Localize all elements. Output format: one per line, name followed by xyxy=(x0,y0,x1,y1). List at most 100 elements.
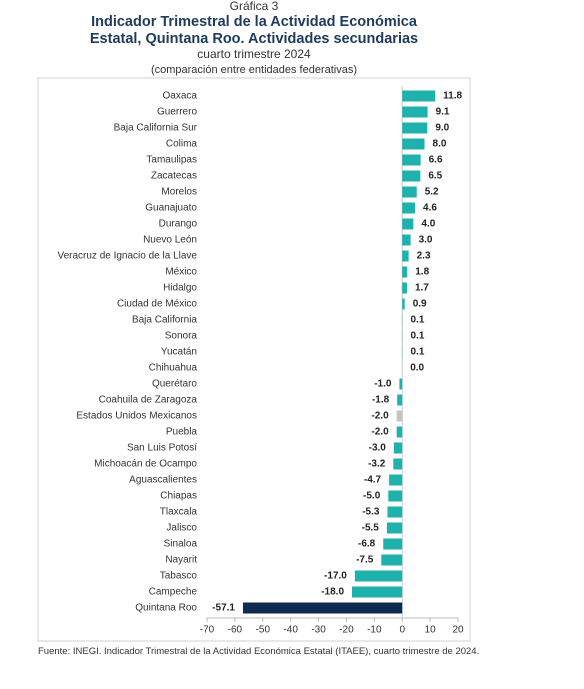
x-tick-label: -20 xyxy=(339,625,354,636)
y-tick-label: Durango xyxy=(159,219,198,230)
y-tick-label: Aguascalientes xyxy=(129,475,197,486)
bar xyxy=(387,506,403,518)
y-tick-label: Puebla xyxy=(166,427,198,438)
y-tick-label: Coahuila de Zaragoza xyxy=(99,395,198,406)
bar xyxy=(354,570,403,582)
value-label: 4.6 xyxy=(423,203,437,214)
value-label: 11.8 xyxy=(443,91,462,102)
value-label: 0.0 xyxy=(410,363,424,374)
y-tick-label: Tabasco xyxy=(160,571,198,582)
value-label: 0.9 xyxy=(413,299,427,310)
x-tick-label: -40 xyxy=(283,625,298,636)
y-tick-label: Sinaloa xyxy=(164,539,198,550)
value-label: 0.1 xyxy=(411,315,425,326)
x-tick-label: -60 xyxy=(228,625,243,636)
y-tick-label: Baja California xyxy=(132,315,197,326)
bar xyxy=(396,410,403,422)
y-tick-label: Estados Unidos Mexicanos xyxy=(76,411,197,422)
bar xyxy=(381,554,403,566)
y-tick-label: Baja California Sur xyxy=(114,123,198,134)
bar xyxy=(402,282,407,294)
y-tick-label: Yucatán xyxy=(161,347,197,358)
x-tick-label: 0 xyxy=(399,625,405,636)
y-tick-label: Sonora xyxy=(165,331,198,342)
x-tick-label: 20 xyxy=(452,625,464,636)
value-label: -1.0 xyxy=(374,379,392,390)
value-label: 3.0 xyxy=(419,235,433,246)
value-label: 2.3 xyxy=(417,251,431,262)
value-label: -5.5 xyxy=(362,523,380,534)
value-label: -2.0 xyxy=(371,427,389,438)
value-label: 6.5 xyxy=(428,171,442,182)
bar xyxy=(242,602,403,614)
bar xyxy=(352,586,403,598)
y-tick-label: Chihuahua xyxy=(149,363,198,374)
chart-title: Estatal, Quintana Roo. Actividades secun… xyxy=(90,31,418,47)
chart-title: Indicador Trimestral de la Actividad Eco… xyxy=(91,14,418,30)
value-label: 4.0 xyxy=(421,219,435,230)
y-tick-label: Chiapas xyxy=(160,491,197,502)
y-tick-label: San Luis Potosí xyxy=(127,443,197,454)
value-label: -7.5 xyxy=(356,555,374,566)
bar xyxy=(402,154,421,166)
value-label: 0.1 xyxy=(411,347,425,358)
x-tick-label: 10 xyxy=(425,625,437,636)
value-label: -57.1 xyxy=(212,603,235,614)
bar xyxy=(402,218,414,230)
y-tick-label: Nayarit xyxy=(165,555,197,566)
value-label: 9.1 xyxy=(436,107,450,118)
x-tick-label: -30 xyxy=(311,625,326,636)
value-label: 6.6 xyxy=(429,155,443,166)
value-label: -6.8 xyxy=(358,539,376,550)
value-label: -5.0 xyxy=(363,491,381,502)
bar xyxy=(383,538,403,550)
y-tick-label: Morelos xyxy=(161,187,197,198)
y-tick-label: Michoacán de Ocampo xyxy=(94,459,197,470)
value-label: -18.0 xyxy=(321,587,344,598)
bar xyxy=(397,394,403,406)
bar xyxy=(402,122,428,134)
bar xyxy=(388,490,403,502)
value-label: 1.8 xyxy=(415,267,429,278)
value-label: 5.2 xyxy=(425,187,439,198)
y-tick-label: Nuevo León xyxy=(143,235,197,246)
bar xyxy=(402,250,409,262)
y-tick-label: Ciudad de México xyxy=(117,299,197,310)
bar xyxy=(402,234,411,246)
x-tick-label: -50 xyxy=(256,625,271,636)
y-tick-label: Tlaxcala xyxy=(160,507,198,518)
y-tick-label: Colima xyxy=(166,139,198,150)
bar xyxy=(386,522,403,534)
value-label: -3.2 xyxy=(368,459,386,470)
y-tick-label: Jalisco xyxy=(166,523,197,534)
value-label: -17.0 xyxy=(324,571,347,582)
bar xyxy=(402,170,421,182)
bar xyxy=(402,186,417,198)
bar xyxy=(402,298,405,310)
y-tick-label: Zacatecas xyxy=(151,171,197,182)
value-label: 0.1 xyxy=(411,331,425,342)
y-tick-label: Hidalgo xyxy=(163,283,197,294)
bar xyxy=(393,458,403,470)
bar xyxy=(396,426,403,438)
bar xyxy=(402,90,436,102)
bar xyxy=(402,202,416,214)
value-label: -5.3 xyxy=(362,507,380,518)
x-tick-label: -10 xyxy=(367,625,382,636)
y-tick-label: Querétaro xyxy=(152,379,197,390)
value-label: -4.7 xyxy=(364,475,382,486)
y-tick-label: México xyxy=(165,267,197,278)
chart-label: Gráfica 3 xyxy=(230,0,279,13)
bar xyxy=(402,106,428,118)
x-tick-label: -70 xyxy=(200,625,215,636)
value-label: -3.0 xyxy=(369,443,387,454)
plot-frame xyxy=(37,77,471,642)
source-note: Fuente: INEGI. Indicador Trimestral de l… xyxy=(38,646,480,657)
chart-note: (comparación entre entidades federativas… xyxy=(151,64,357,76)
value-label: -1.8 xyxy=(372,395,390,406)
bar xyxy=(389,474,403,486)
y-tick-label: Quintana Roo xyxy=(135,603,197,614)
value-label: 8.0 xyxy=(433,139,447,150)
value-label: -2.0 xyxy=(371,411,389,422)
